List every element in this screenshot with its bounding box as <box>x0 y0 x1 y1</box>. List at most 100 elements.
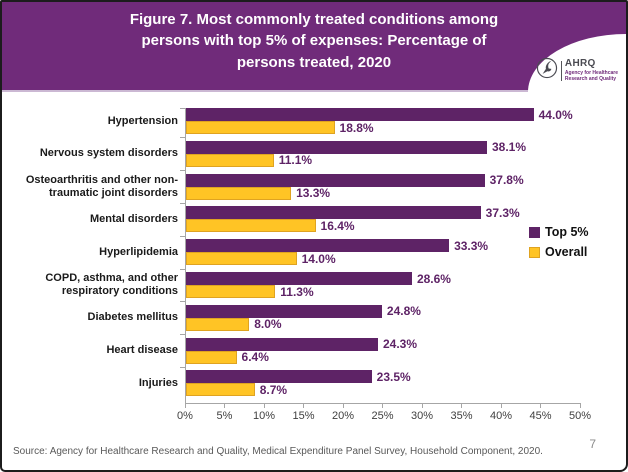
x-axis-tick-label: 20% <box>331 410 355 422</box>
y-axis-tick <box>180 170 186 172</box>
legend-marker <box>529 246 540 258</box>
category-label: Injuries <box>138 376 178 389</box>
x-axis-tick-label: 25% <box>371 410 394 422</box>
logo-tagline: Agency for Healthcare Research and Quali… <box>565 70 618 83</box>
legend-item: Overall <box>529 245 589 259</box>
y-axis-tick <box>180 268 186 270</box>
x-axis-tick <box>579 404 581 408</box>
legend-label: Top 5% <box>545 225 589 239</box>
y-axis-tick <box>180 235 186 237</box>
value-label-top5: 23.5% <box>376 369 411 384</box>
bar-top5 <box>186 173 485 187</box>
category-label: Mental disorders <box>89 212 178 225</box>
value-label-top5: 37.8% <box>489 173 524 188</box>
category-label: Osteoarthritis and other non- traumatic … <box>25 173 178 199</box>
value-label-top5: 24.8% <box>386 304 421 319</box>
logo-corner: AHRQ Agency for Healthcare Research and … <box>528 34 626 92</box>
bar-overall <box>186 285 276 298</box>
legend-label: Overall <box>545 245 588 259</box>
logo-org-abbrev: AHRQ <box>564 57 596 69</box>
value-label-overall: 13.3% <box>296 186 331 201</box>
bar-chart: 44.0% 18.8% 38.1% 11.1% 37.8% 13.3% 37.3% 16.4%… <box>2 100 626 434</box>
bar-overall <box>186 350 237 364</box>
bar-top5 <box>186 239 450 253</box>
y-axis-tick <box>180 137 186 139</box>
bar-top5 <box>186 206 481 220</box>
x-axis-tick <box>263 404 265 408</box>
bar-top5 <box>186 337 378 351</box>
y-axis-tick <box>180 108 186 109</box>
category-label: Heart disease <box>106 344 178 357</box>
value-label-overall: 18.8% <box>339 120 374 135</box>
logo-tagline-line-2: Research and Quality <box>564 76 617 82</box>
bar-top5 <box>186 272 412 285</box>
value-label-top5: 28.6% <box>416 271 451 286</box>
y-axis-tick <box>180 301 186 303</box>
y-axis-tick <box>180 334 186 336</box>
category-label: Diabetes mellitus <box>87 311 178 324</box>
plot-area: 44.0% 18.8% 38.1% 11.1% 37.8% 13.3% 37.3% 16.4%… <box>180 108 581 403</box>
value-label-overall: 11.1% <box>278 153 313 168</box>
hhs-eagle-icon <box>536 57 558 84</box>
logo-tagline-line-1: Agency for Healthcare <box>564 69 618 76</box>
value-label-top5: 37.3% <box>485 205 520 220</box>
x-axis-tick-label: 35% <box>450 410 473 422</box>
x-axis-tick <box>342 404 344 408</box>
x-axis-tick <box>382 404 383 408</box>
bar-overall <box>186 153 274 167</box>
x-axis-tick-label: 50% <box>568 410 592 422</box>
x-axis-tick-label: 15% <box>292 410 315 422</box>
category-label: Nervous system disorders <box>39 147 178 160</box>
x-axis-tick <box>421 404 423 408</box>
x-axis-tick <box>184 404 186 408</box>
logo-text: AHRQ Agency for Healthcare Research and … <box>564 57 618 83</box>
source-note: Source: Agency for Healthcare Research a… <box>13 446 543 457</box>
y-axis-tick <box>180 203 186 204</box>
bar-overall <box>186 121 335 134</box>
x-axis-tick-label: 40% <box>489 410 513 422</box>
x-axis-line <box>185 403 581 404</box>
x-axis-tick <box>461 404 462 408</box>
legend: Top 5% Overall <box>529 225 589 259</box>
bar-top5 <box>186 140 487 154</box>
bar-overall <box>186 252 297 266</box>
value-label-overall: 16.4% <box>320 218 355 233</box>
x-axis-tick-label: 30% <box>410 410 434 422</box>
page-number: 7 <box>589 437 596 451</box>
legend-item: Top 5% <box>529 225 589 239</box>
value-label-overall: 8.7% <box>259 382 288 397</box>
x-axis-tick-label: 10% <box>252 410 276 422</box>
slide-header: Figure 7. Most commonly treated conditio… <box>2 2 626 92</box>
chart-title-line-1: Figure 7. Most commonly treated conditio… <box>129 11 499 28</box>
x-axis-tick-label: 5% <box>216 410 233 422</box>
y-axis-tick <box>180 367 186 368</box>
chart-title: Figure 7. Most commonly treated conditio… <box>74 9 554 73</box>
value-label-overall: 14.0% <box>301 251 336 266</box>
value-label-top5: 24.3% <box>382 337 417 352</box>
value-label-top5: 33.3% <box>454 238 489 253</box>
legend-marker <box>529 226 540 238</box>
category-label: COPD, asthma, and other respiratory cond… <box>45 272 178 297</box>
x-axis-tick <box>500 404 502 408</box>
category-label: Hypertension <box>107 114 178 127</box>
value-label-overall: 11.3% <box>280 284 314 299</box>
bar-overall <box>186 383 255 397</box>
chart-title-line-2: persons with top 5% of expenses: Percent… <box>141 32 487 50</box>
bar-top5 <box>186 108 534 121</box>
x-axis-tick <box>224 404 225 408</box>
x-axis-tick <box>303 404 304 408</box>
value-label-top5: 38.1% <box>491 140 527 155</box>
value-label-overall: 6.4% <box>241 350 269 365</box>
bar-overall <box>186 317 250 331</box>
bar-overall <box>186 219 316 233</box>
x-axis-tick <box>540 404 541 408</box>
value-label-overall: 8.0% <box>254 317 282 332</box>
x-axis-tick-label: 0% <box>177 410 193 422</box>
ahrq-logo: AHRQ Agency for Healthcare Research and … <box>536 57 618 84</box>
chart-title-line-3: persons treated, 2020 <box>236 53 392 71</box>
logo-divider <box>560 60 562 81</box>
bar-overall <box>186 186 292 200</box>
bar-top5 <box>186 370 372 384</box>
x-axis-tick-label: 45% <box>529 410 552 422</box>
